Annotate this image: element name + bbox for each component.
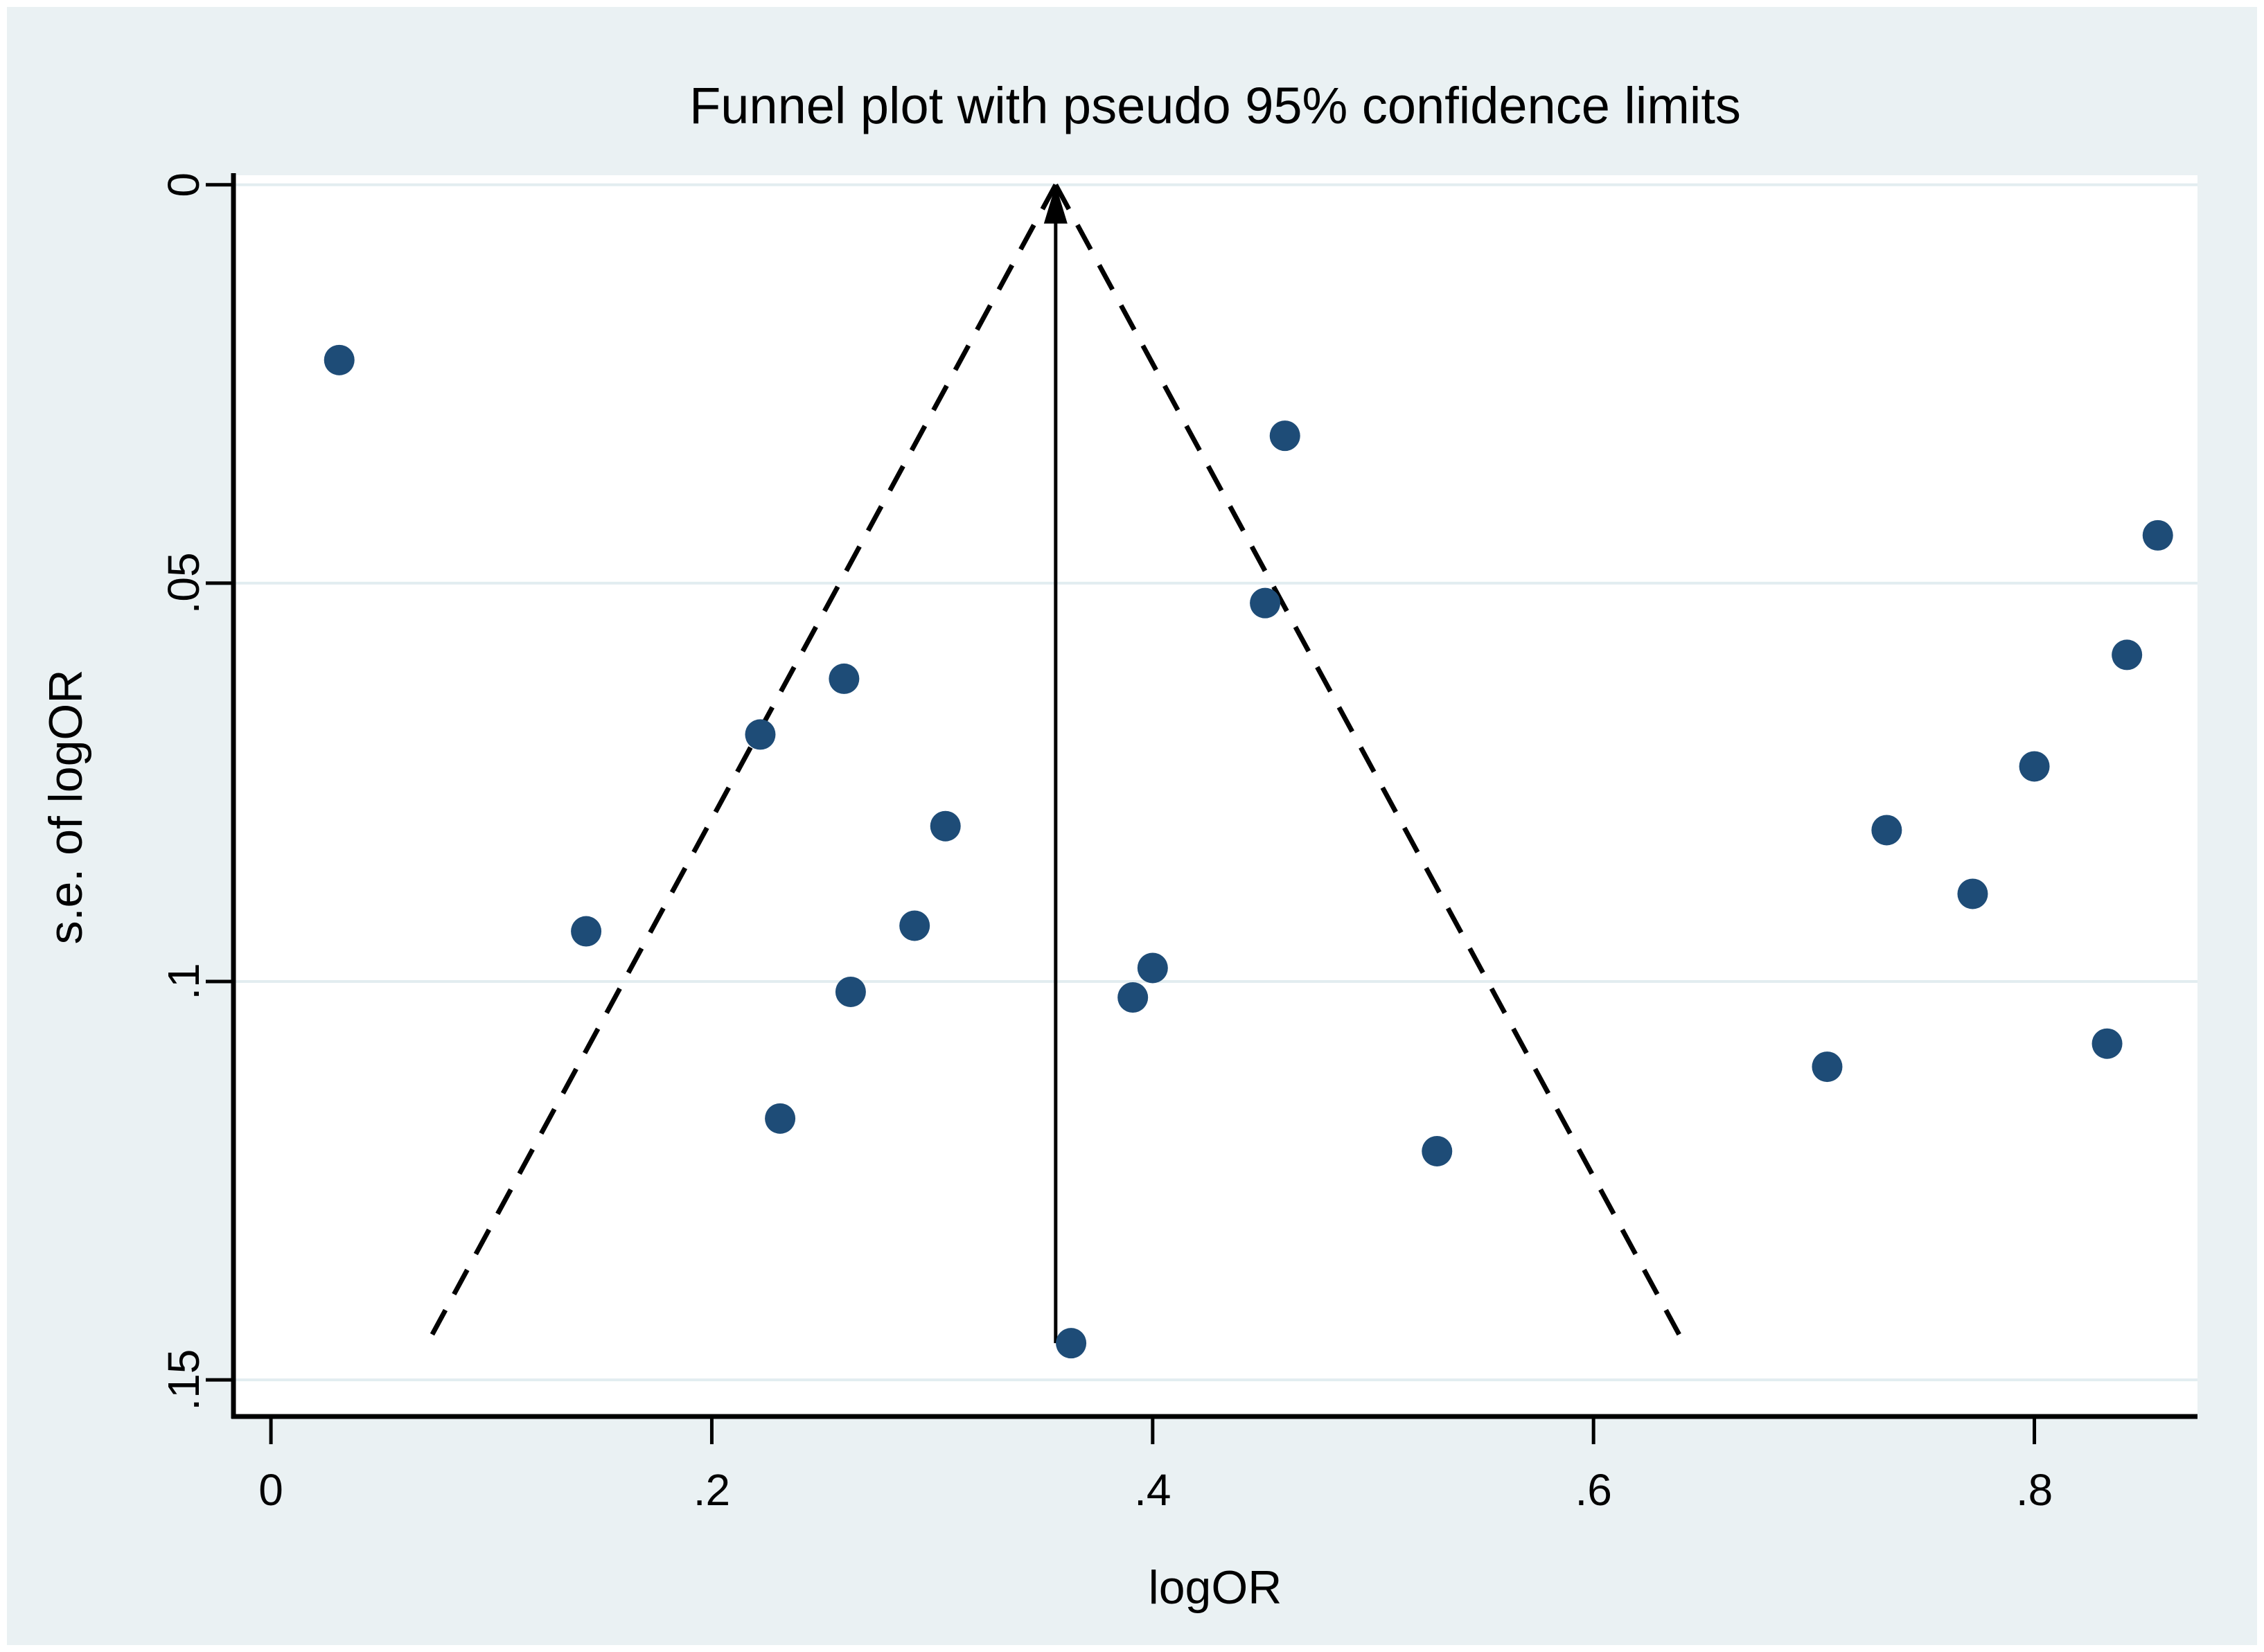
y-tick-label: .05 [159, 552, 209, 614]
study-point [745, 719, 776, 750]
x-tick-label: .4 [1134, 1465, 1171, 1515]
study-point [2142, 519, 2173, 551]
x-tick-label: .6 [1575, 1465, 1611, 1515]
x-axis-title: logOR [1149, 1561, 1282, 1614]
study-point [829, 663, 860, 694]
study-point [835, 976, 866, 1007]
x-tick-label: .8 [2016, 1465, 2053, 1515]
axis-tick-labels: 0 .05 .1 .15 0 .2 .4 .6 .8 [159, 172, 2053, 1515]
pseudo-ci-funnel-lines [425, 184, 1686, 1344]
study-point [2091, 1028, 2123, 1059]
study-point [1812, 1051, 1843, 1083]
left-pseudo-ci-limit-line [425, 184, 1058, 1344]
x-tick-label: .2 [693, 1465, 730, 1515]
study-point [1250, 587, 1281, 619]
y-tick-label: 0 [159, 172, 209, 197]
study-point [324, 344, 355, 375]
study-point [1957, 878, 1988, 909]
study-point [2112, 639, 2143, 670]
study-point [571, 916, 602, 947]
study-point [1422, 1135, 1453, 1166]
study-point [765, 1103, 796, 1134]
y-axis-title: s.e. of logOR [39, 670, 92, 945]
center-line-arrowhead-icon [1043, 184, 1068, 224]
axes [231, 173, 2197, 1419]
axis-ticks [206, 183, 2037, 1444]
study-point [1269, 420, 1300, 452]
study-point [1871, 815, 1902, 846]
gridlines [233, 183, 2197, 1382]
right-pseudo-ci-limit-line [1053, 184, 1686, 1344]
study-point [899, 910, 930, 941]
plot-area [233, 175, 2197, 1416]
x-tick-label: 0 [258, 1465, 283, 1515]
study-point [2019, 751, 2050, 782]
study-point [1117, 982, 1149, 1013]
study-scatter-points [324, 344, 2173, 1359]
y-tick-label: .15 [159, 1349, 209, 1411]
y-tick-label: .1 [159, 963, 209, 1000]
study-point [1056, 1328, 1087, 1359]
study-point [1137, 952, 1168, 984]
chart-title: Funnel plot with pseudo 95% confidence l… [689, 77, 1741, 134]
study-point [930, 810, 961, 842]
